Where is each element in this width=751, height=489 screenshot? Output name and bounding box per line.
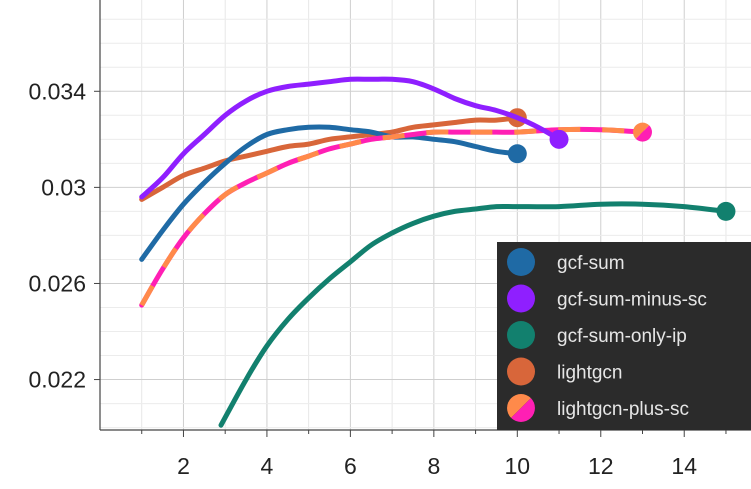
legend-label: gcf-sum-only-ip [557, 326, 687, 347]
series-line [218, 201, 729, 428]
series-endpoint-marker [633, 122, 650, 139]
legend-swatch [507, 321, 535, 349]
x-tick-label: 12 [588, 453, 614, 479]
y-tick-label: 0.03 [41, 174, 86, 200]
x-tick-label: 14 [671, 453, 697, 479]
series-line [139, 124, 520, 262]
x-axis-ticks: 2 4 6 8 10 12 14 [141, 430, 727, 479]
legend-swatch [507, 357, 535, 386]
legend-label: lightgcn [557, 363, 623, 384]
series-line [139, 76, 562, 200]
legend-item[interactable]: gcf-sum-only-ip [507, 321, 687, 349]
x-tick-label: 2 [177, 453, 190, 479]
y-axis-ticks: 0.022 0.026 0.03 0.034 [28, 78, 100, 393]
series-gcf-sum-only-ip [218, 201, 736, 428]
x-tick-label: 8 [427, 453, 440, 479]
y-tick-label: 0.022 [28, 367, 86, 393]
series-gcf-sum [139, 124, 527, 262]
legend-background [497, 242, 751, 430]
series-endpoint-marker [549, 129, 569, 149]
x-tick-label: 10 [505, 453, 531, 479]
series-line [139, 115, 520, 202]
series-endpoint-marker [716, 201, 736, 221]
legend-item[interactable]: lightgcn-plus-sc [507, 394, 689, 422]
series-gcf-sum-minus-sc [139, 76, 569, 200]
legend-label: lightgcn-plus-sc [557, 399, 689, 420]
legend-item[interactable]: gcf-sum-minus-sc [507, 284, 707, 313]
series-lines [139, 76, 736, 428]
series-lightgcn-plus-sc [139, 122, 652, 308]
legend: gcf-sum gcf-sum-minus-sc gcf-sum-only-ip li… [497, 242, 751, 430]
x-tick-label: 6 [344, 453, 357, 479]
legend-swatch [507, 394, 531, 418]
legend-label: gcf-sum-minus-sc [557, 290, 707, 311]
y-tick-label: 0.034 [28, 78, 86, 104]
legend-item[interactable]: lightgcn [507, 357, 623, 386]
legend-swatch [511, 398, 535, 422]
series-line-dash [139, 126, 643, 307]
x-tick-label: 4 [261, 453, 274, 479]
legend-item[interactable]: gcf-sum [507, 248, 625, 276]
legend-label: gcf-sum [557, 253, 625, 274]
legend-swatch [507, 248, 535, 276]
series-endpoint-marker [507, 144, 527, 164]
y-tick-label: 0.026 [28, 270, 86, 296]
legend-swatch [507, 284, 535, 313]
series-endpoint-marker [635, 125, 652, 142]
